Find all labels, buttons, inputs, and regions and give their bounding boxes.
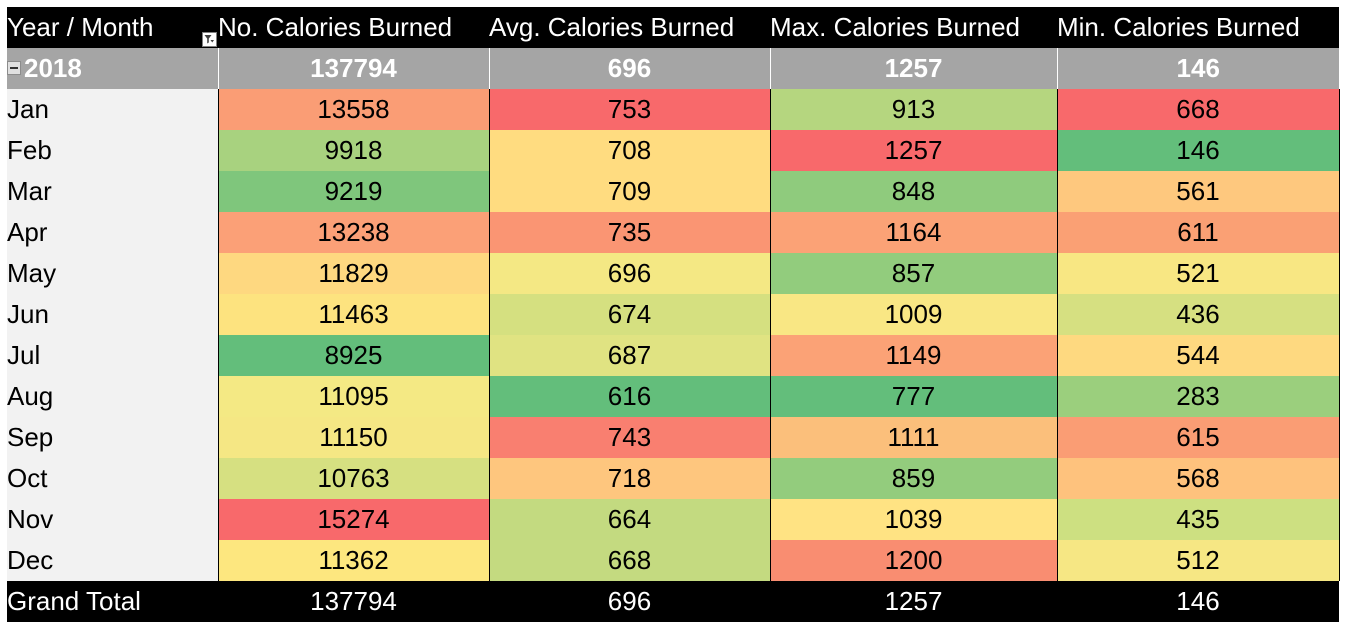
month-value-cell[interactable]: 512 — [1056, 540, 1340, 581]
month-value-cell[interactable]: 13558 — [217, 89, 489, 130]
grand-total-cell[interactable]: 146 — [1057, 581, 1339, 622]
month-value-cell[interactable]: 616 — [488, 376, 770, 417]
grand-total-label[interactable]: Grand Total — [7, 581, 218, 622]
header-max-calories[interactable]: Max. Calories Burned — [770, 7, 1057, 48]
month-value-cell[interactable]: 615 — [1056, 417, 1340, 458]
month-value-cell[interactable]: 674 — [488, 294, 770, 335]
month-value-cell[interactable]: 913 — [769, 89, 1057, 130]
pivot-table: Year / Month No. Calories Burned Avg. Ca… — [7, 7, 1340, 622]
month-value-cell[interactable]: 568 — [1056, 458, 1340, 499]
month-value-cell[interactable]: 435 — [1056, 499, 1340, 540]
header-avg-calories[interactable]: Avg. Calories Burned — [489, 7, 770, 48]
year-cell[interactable]: 2018 — [7, 48, 218, 89]
month-label-cell[interactable]: Oct — [7, 458, 219, 499]
month-value-cell[interactable]: 15274 — [217, 499, 489, 540]
month-value-cell[interactable]: 718 — [488, 458, 770, 499]
month-value-cell[interactable]: 664 — [488, 499, 770, 540]
month-value-cell[interactable]: 436 — [1056, 294, 1340, 335]
month-value-cell[interactable]: 9219 — [217, 171, 489, 212]
month-label-cell[interactable]: Jul — [7, 335, 219, 376]
month-value-cell[interactable]: 859 — [769, 458, 1057, 499]
month-row: May 11829 696 857 521 — [7, 253, 1340, 294]
month-value-cell[interactable]: 146 — [1056, 130, 1340, 171]
month-row: Jul 8925 687 1149 544 — [7, 335, 1340, 376]
year-value-cell[interactable]: 1257 — [769, 48, 1057, 89]
month-value-cell[interactable]: 1111 — [769, 417, 1057, 458]
month-label-cell[interactable]: Sep — [7, 417, 219, 458]
month-value-cell[interactable]: 743 — [488, 417, 770, 458]
year-row: 2018 137794 696 1257 146 — [7, 48, 1339, 89]
month-label-cell[interactable]: Dec — [7, 540, 219, 581]
month-value-cell[interactable]: 11829 — [217, 253, 489, 294]
month-row: Jan 13558 753 913 668 — [7, 89, 1340, 130]
month-value-cell[interactable]: 1009 — [769, 294, 1057, 335]
month-row: Mar 9219 709 848 561 — [7, 171, 1340, 212]
month-value-cell[interactable]: 9918 — [217, 130, 489, 171]
grand-total-row: Grand Total 137794 696 1257 146 — [7, 581, 1339, 622]
month-value-cell[interactable]: 10763 — [217, 458, 489, 499]
month-value-cell[interactable]: 1257 — [769, 130, 1057, 171]
month-value-cell[interactable]: 544 — [1056, 335, 1340, 376]
header-year-month-label: Year / Month — [7, 12, 154, 42]
month-value-cell[interactable]: 857 — [769, 253, 1057, 294]
month-value-cell[interactable]: 1200 — [769, 540, 1057, 581]
header-year-month: Year / Month — [7, 7, 218, 48]
month-value-cell[interactable]: 735 — [488, 212, 770, 253]
pivot-body: 2018 137794 696 1257 146 Jan 13558 753 913 6… — [7, 48, 1340, 581]
month-value-cell[interactable]: 687 — [488, 335, 770, 376]
month-value-cell[interactable]: 777 — [769, 376, 1057, 417]
month-label-cell[interactable]: Aug — [7, 376, 219, 417]
header-no-calories[interactable]: No. Calories Burned — [218, 7, 489, 48]
month-value-cell[interactable]: 1039 — [769, 499, 1057, 540]
month-label-cell[interactable]: May — [7, 253, 219, 294]
month-value-cell[interactable]: 8925 — [217, 335, 489, 376]
collapse-minus-icon[interactable] — [7, 61, 21, 76]
month-value-cell[interactable]: 11095 — [217, 376, 489, 417]
month-value-cell[interactable]: 848 — [769, 171, 1057, 212]
year-value-cell[interactable]: 137794 — [217, 48, 489, 89]
grand-total-cell[interactable]: 696 — [489, 581, 770, 622]
month-row: Aug 11095 616 777 283 — [7, 376, 1340, 417]
month-row: Feb 9918 708 1257 146 — [7, 130, 1340, 171]
month-value-cell[interactable]: 668 — [488, 540, 770, 581]
month-value-cell[interactable]: 696 — [488, 253, 770, 294]
month-label-cell[interactable]: Feb — [7, 130, 219, 171]
month-value-cell[interactable]: 11362 — [217, 540, 489, 581]
month-value-cell[interactable]: 1164 — [769, 212, 1057, 253]
grand-total-cell[interactable]: 137794 — [218, 581, 489, 622]
month-value-cell[interactable]: 709 — [488, 171, 770, 212]
month-row: Dec 11362 668 1200 512 — [7, 540, 1340, 581]
month-label-cell[interactable]: Nov — [7, 499, 219, 540]
filter-dropdown-icon[interactable] — [202, 32, 217, 47]
month-value-cell[interactable]: 611 — [1056, 212, 1340, 253]
month-value-cell[interactable]: 708 — [488, 130, 770, 171]
year-value-cell[interactable]: 696 — [488, 48, 770, 89]
month-row: Jun 11463 674 1009 436 — [7, 294, 1340, 335]
month-value-cell[interactable]: 668 — [1056, 89, 1340, 130]
year-label: 2018 — [24, 53, 82, 83]
month-value-cell[interactable]: 561 — [1056, 171, 1340, 212]
header-row: Year / Month No. Calories Burned Avg. Ca… — [7, 7, 1339, 48]
month-value-cell[interactable]: 1149 — [769, 335, 1057, 376]
month-value-cell[interactable]: 521 — [1056, 253, 1340, 294]
month-label-cell[interactable]: Jan — [7, 89, 219, 130]
month-value-cell[interactable]: 13238 — [217, 212, 489, 253]
month-row: Nov 15274 664 1039 435 — [7, 499, 1340, 540]
month-value-cell[interactable]: 11463 — [217, 294, 489, 335]
month-value-cell[interactable]: 753 — [488, 89, 770, 130]
grand-total-cell[interactable]: 1257 — [770, 581, 1057, 622]
month-row: Apr 13238 735 1164 611 — [7, 212, 1340, 253]
month-row: Oct 10763 718 859 568 — [7, 458, 1340, 499]
month-value-cell[interactable]: 11150 — [217, 417, 489, 458]
month-row: Sep 11150 743 1111 615 — [7, 417, 1340, 458]
month-value-cell[interactable]: 283 — [1056, 376, 1340, 417]
header-min-calories[interactable]: Min. Calories Burned — [1057, 7, 1339, 48]
month-label-cell[interactable]: Apr — [7, 212, 219, 253]
month-label-cell[interactable]: Mar — [7, 171, 219, 212]
month-label-cell[interactable]: Jun — [7, 294, 219, 335]
year-value-cell[interactable]: 146 — [1056, 48, 1339, 89]
